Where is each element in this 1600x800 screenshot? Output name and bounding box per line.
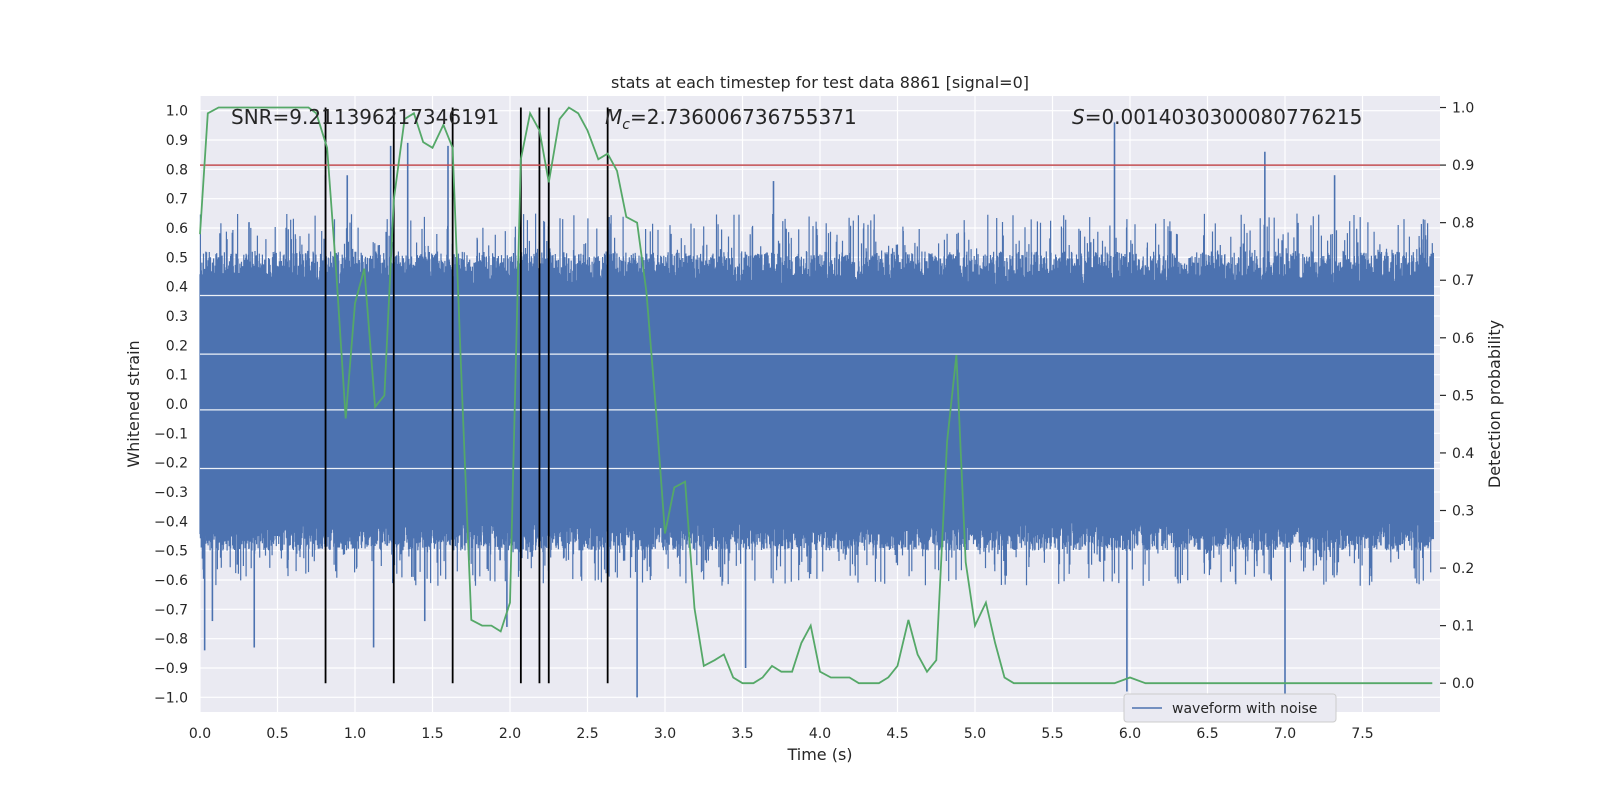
y-right-tick-label: 0.0 <box>1452 676 1474 692</box>
y-left-tick-label: 0.2 <box>166 338 188 354</box>
x-tick-label: 4.0 <box>809 726 831 742</box>
x-tick-label: 1.0 <box>344 726 366 742</box>
x-tick-label: 1.5 <box>421 726 443 742</box>
y-left-tick-label: −0.8 <box>154 632 188 648</box>
y-left-tick-label: −1.0 <box>154 690 188 706</box>
x-tick-label: 3.5 <box>731 726 753 742</box>
x-tick-label: 7.5 <box>1351 726 1373 742</box>
x-tick-label: 5.5 <box>1041 726 1063 742</box>
y-right-tick-label: 0.6 <box>1452 331 1474 347</box>
y-right-tick-label: 0.8 <box>1452 216 1474 232</box>
y-right-tick-label: 1.0 <box>1452 101 1474 117</box>
y-axis-left-ticks: −1.0 −0.9 −0.8 −0.7 −0.6 −0.5 −0.4 −0.3 −0.2 −0.1… <box>154 104 188 707</box>
y-left-tick-label: 0.1 <box>166 368 188 384</box>
y-right-tick-label: 0.9 <box>1452 158 1474 174</box>
detection-probability-series <box>199 106 1433 685</box>
vertical-markers <box>324 107 609 684</box>
y-left-tick-label: 0.9 <box>166 133 188 149</box>
y-right-tick-label: 0.7 <box>1452 273 1474 289</box>
x-tick-label: 7.0 <box>1274 726 1296 742</box>
waveform-line <box>199 213 1434 586</box>
chirp-mass-annotation: Mc=2.736006736755371 <box>605 105 857 133</box>
x-axis-ticks: 0.0 0.5 1.0 1.5 2.0 2.5 3.0 3.5 4.0 4.5 5.0 5.5 6.0 6… <box>189 726 1374 742</box>
y-left-tick-label: −0.2 <box>154 456 188 472</box>
x-tick-label: 0.5 <box>266 726 288 742</box>
y-right-tick-label: 0.5 <box>1452 388 1474 404</box>
y-left-tick-label: 0.5 <box>166 250 188 266</box>
chart-title: stats at each timestep for test data 886… <box>611 73 1029 92</box>
y-right-tick-label: 0.2 <box>1452 561 1474 577</box>
y-left-tick-label: −0.4 <box>154 514 188 530</box>
legend: waveform with noise <box>1123 693 1337 723</box>
y-left-tick-label: −0.9 <box>154 661 188 677</box>
y-left-tick-label: 0.4 <box>166 280 188 296</box>
y-right-tick-label: 0.1 <box>1452 619 1474 635</box>
s-annotation: S=0.001403030008077621​5 <box>1072 105 1362 129</box>
y-left-tick-label: −0.6 <box>154 573 188 589</box>
y-left-tick-label: 0.7 <box>166 192 188 208</box>
snr-annotation: SNR=9.211396217346191 <box>231 105 499 129</box>
y-left-tick-label: −0.3 <box>154 485 188 501</box>
x-tick-label: 0.0 <box>189 726 211 742</box>
y-left-tick-label: 0.6 <box>166 221 188 237</box>
y-left-tick-label: 0.8 <box>166 162 188 178</box>
y-axis-right-label: Detection probability <box>1485 320 1504 488</box>
x-tick-label: 2.0 <box>499 726 521 742</box>
x-tick-label: 6.5 <box>1196 726 1218 742</box>
x-tick-label: 5.0 <box>964 726 986 742</box>
legend-label-waveform: waveform with noise <box>1172 701 1317 717</box>
y-left-tick-label: −0.1 <box>154 426 188 442</box>
x-axis-label: Time (s) <box>786 745 852 764</box>
waveform-series <box>199 213 1440 586</box>
detection-probability-line <box>199 106 1433 685</box>
y-right-tick-label: 0.3 <box>1452 504 1474 520</box>
y-left-tick-label: 1.0 <box>166 104 188 120</box>
legend-box <box>1123 693 1337 723</box>
y-axis-left-label: Whitened strain <box>124 340 143 467</box>
y-left-tick-label: −0.7 <box>154 602 188 618</box>
y-left-tick-label: −0.5 <box>154 544 188 560</box>
x-tick-label: 6.0 <box>1119 726 1141 742</box>
x-tick-label: 2.5 <box>576 726 598 742</box>
y-axis-right-ticks: 0.0 0.1 0.2 0.3 0.4 0.5 0.6 0.7 0.8 0.9 1.0 <box>1440 101 1474 692</box>
y-left-tick-label: 0.0 <box>166 397 188 413</box>
x-tick-label: 3.0 <box>654 726 676 742</box>
y-left-tick-label: 0.3 <box>166 309 188 325</box>
y-right-tick-label: 0.4 <box>1452 446 1474 462</box>
x-tick-label: 4.5 <box>886 726 908 742</box>
